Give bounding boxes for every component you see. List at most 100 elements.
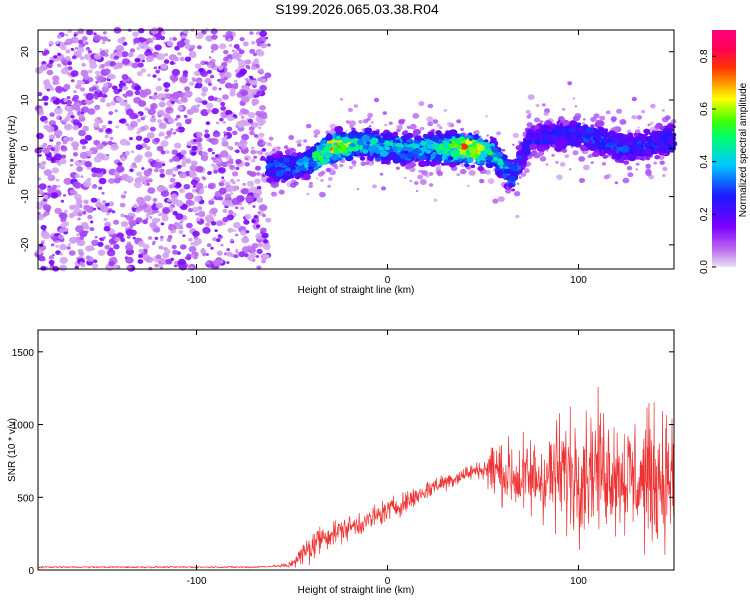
heatmap-cell: [57, 162, 62, 166]
heatmap-cell: [210, 246, 214, 250]
snr-y-ticks: 0 500 1000 1500: [12, 348, 674, 577]
heatmap-cell: [345, 129, 348, 132]
heatmap-cell: [174, 142, 182, 149]
heatmap-cell: [257, 211, 261, 214]
heatmap-cell: [169, 99, 173, 102]
heatmap-cell: [265, 217, 272, 223]
heatmap-cell: [419, 126, 425, 131]
heatmap-cell: [82, 180, 92, 188]
heatmap-cell: [425, 149, 432, 154]
heatmap-cell: [226, 163, 231, 167]
heatmap-cell: [71, 96, 78, 102]
heatmap-cell: [406, 125, 410, 129]
heatmap-cell: [554, 145, 563, 152]
heatmap-cell: [362, 149, 369, 154]
heatmap-cell: [57, 234, 64, 240]
heatmap-cell: [172, 155, 180, 162]
heatmap-cell: [134, 165, 138, 169]
heatmap-cell: [215, 220, 224, 227]
heatmap-cell: [150, 27, 159, 35]
heatmap-cell: [502, 173, 508, 178]
snr-y-tick-label: 500: [17, 493, 34, 504]
heatmap-cell: [515, 214, 520, 219]
heatmap-cell: [235, 120, 245, 128]
heatmap-cell: [145, 179, 150, 183]
heatmap-cell: [255, 255, 260, 258]
heatmap-cell: [176, 40, 186, 48]
heatmap-cell: [233, 79, 238, 83]
heatmap-cell: [59, 252, 63, 256]
heatmap-cell: [163, 113, 170, 119]
heatmap-cell: [48, 134, 56, 140]
heatmap-cell: [503, 168, 511, 175]
heatmap-cell: [441, 156, 447, 160]
heatmap-cell: [117, 88, 123, 92]
heatmap-cell: [165, 168, 174, 176]
heatmap-cell: [135, 135, 143, 141]
heatmap-cell: [80, 175, 84, 178]
heatmap-cell: [405, 152, 414, 159]
heatmap-cell: [85, 230, 89, 234]
heatmap-cell: [201, 86, 209, 93]
heatmap-cell: [201, 176, 206, 180]
heatmap-cell: [95, 81, 99, 84]
heatmap-cell: [404, 176, 407, 179]
heatmap-cell: [256, 185, 262, 190]
heatmap-cell: [584, 127, 594, 135]
heatmap-cell: [465, 149, 470, 153]
heatmap-cell: [538, 145, 546, 152]
heatmap-cell: [147, 187, 156, 194]
heatmap-cell: [122, 85, 129, 91]
heatmap-cell: [306, 192, 310, 196]
heatmap-cell: [63, 177, 73, 185]
heatmap-cell: [242, 182, 246, 186]
heatmap-cell: [402, 146, 409, 151]
heatmap-cell: [656, 146, 660, 150]
heatmap-cell: [50, 157, 56, 162]
heatmap-cell: [245, 65, 251, 69]
heatmap-cell: [113, 55, 119, 60]
heatmap-cell: [456, 173, 461, 177]
heatmap-cell: [190, 242, 194, 246]
heatmap-cell: [172, 174, 176, 177]
heatmap-cell: [36, 204, 43, 210]
snr-y-tick-label: 1000: [12, 421, 35, 432]
heatmap-cell: [221, 176, 225, 179]
heatmap-cell: [620, 145, 630, 153]
heatmap-cell: [258, 132, 265, 138]
heatmap-cell: [186, 141, 193, 147]
heatmap-cell: [540, 131, 544, 134]
heatmap-cell: [195, 217, 201, 222]
heatmap-cell: [618, 139, 627, 146]
heatmap-cell: [402, 150, 409, 155]
heatmap-cell: [176, 114, 181, 119]
heatmap-cell: [97, 241, 104, 247]
heatmap-cell: [640, 137, 647, 143]
heatmap-cell: [73, 33, 77, 37]
heatmap-cell: [175, 213, 184, 221]
colorbar-scale: [712, 30, 736, 267]
heatmap-cell: [81, 106, 89, 113]
heatmap-cell: [414, 181, 419, 185]
heatmap-cell: [198, 68, 204, 73]
heatmap-cell: [564, 154, 570, 159]
heatmap-cell: [527, 140, 533, 145]
heatmap-cell: [582, 134, 586, 137]
heatmap-cell: [562, 119, 570, 126]
heatmap-cell: [106, 249, 116, 257]
heatmap-cell: [68, 213, 75, 219]
heatmap-cell: [93, 93, 99, 97]
heatmap-cell: [77, 212, 83, 217]
heatmap-cell: [101, 192, 105, 195]
heatmap-cell: [598, 149, 603, 153]
heatmap-cell: [42, 51, 48, 56]
heatmap-cell: [413, 128, 421, 136]
heatmap-cell: [414, 158, 420, 162]
heatmap-cell: [87, 69, 93, 74]
heatmap-cell: [143, 169, 152, 177]
heatmap-cell: [74, 208, 81, 214]
heatmap-cell: [111, 210, 116, 214]
heatmap-cell: [188, 237, 193, 242]
heatmap-cell: [74, 265, 79, 269]
snr-x-tick-label: 100: [570, 576, 587, 587]
